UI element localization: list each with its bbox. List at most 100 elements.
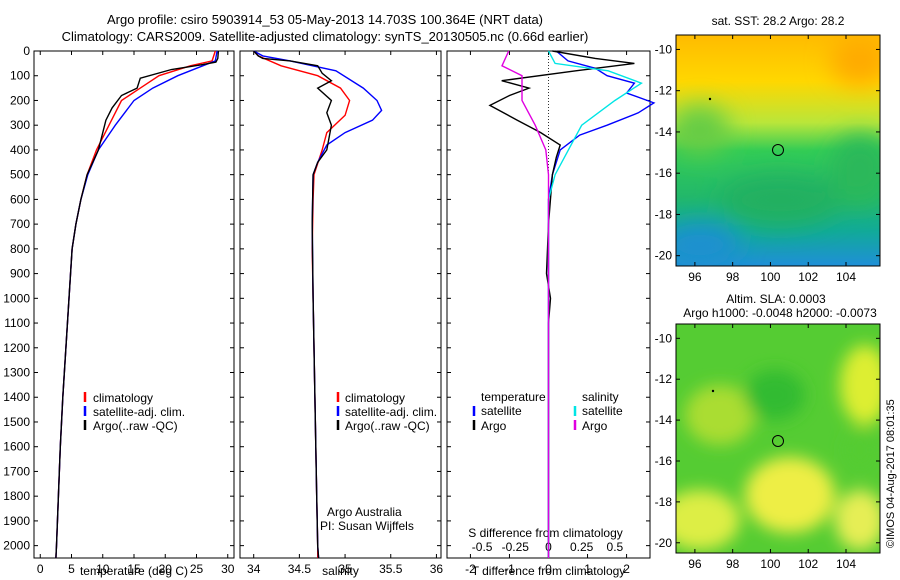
map-x-tick-label: 96 [688, 270, 702, 284]
y-tick-label: 0 [23, 44, 30, 58]
x-tick-label: 35 [338, 562, 352, 576]
series-line-satellite-adj--clim- [253, 50, 383, 559]
x-tick-label: 35.5 [379, 562, 403, 576]
x-tick-label: 34 [247, 562, 261, 576]
temperature-frame [33, 50, 235, 559]
sst-map-frame [675, 34, 881, 267]
map-y-tick-label: -14 [655, 413, 673, 427]
x-tick-label: 0 [37, 562, 44, 576]
imos-stamp: ©IMOS 04-Aug-2017 08:01:35 [885, 399, 897, 548]
profile-panel-salinity: 34 34.5 35 35.5 36 salinity climatologysatelli… [239, 50, 444, 578]
sla-map [676, 324, 880, 553]
y-tick-label: 800 [10, 242, 30, 256]
map-x-tick-label: 100 [760, 557, 780, 571]
y-tick-label: 400 [10, 143, 30, 157]
top-x-tick-label: -0.5 [472, 540, 493, 554]
series-line-climatology [253, 50, 351, 558]
salinity-frame [239, 50, 442, 559]
legend-label: Argo(..raw -QC) [93, 419, 178, 433]
map-x-tick-label: 100 [760, 270, 780, 284]
y-tick-label: 100 [10, 69, 30, 83]
series-line-s-argo [501, 50, 550, 558]
y-tick-label: 1900 [3, 514, 30, 528]
sla-argo-marker [772, 435, 784, 447]
map-y-tick-label: -14 [655, 125, 673, 139]
x-tick-label: 36 [430, 562, 444, 576]
sla-map-frame [675, 323, 881, 554]
x-tick-label: 0 [545, 562, 552, 576]
profile-panel-difference: -2 -1 0 1 2T difference from climatology -0.5… [446, 50, 656, 578]
map-x-tick-label: 98 [726, 270, 740, 284]
series-line-argo---raw--qc- [55, 50, 220, 559]
y-tick-label: 700 [10, 217, 30, 231]
y-tick-label: 1100 [4, 316, 30, 330]
x-tick-label: 34.5 [288, 562, 312, 576]
y-tick-label: 1500 [3, 415, 30, 429]
sla-map-axes: 96 98 100 102 104 -10 -12 -14 -16 -18 -20 [655, 324, 880, 571]
legend-heading: salinity [582, 390, 619, 404]
y-tick-label: 1300 [3, 366, 30, 380]
map-y-tick-label: -16 [655, 166, 673, 180]
map-x-tick-label: 104 [836, 557, 856, 571]
y-tick-label: 2000 [3, 539, 30, 553]
legend-label: satellite [582, 404, 623, 418]
header-line-1: Argo profile: csiro 5903914_53 05-May-20… [106, 12, 544, 27]
y-tick-label: 1000 [3, 291, 30, 305]
y-tick-label: 1600 [3, 440, 30, 454]
annotation-line: PI: Susan Wijffels [320, 519, 414, 533]
x-tick-label: 5 [68, 562, 75, 576]
map-y-tick-label: -20 [655, 536, 673, 550]
x-tick-label: 20 [159, 562, 173, 576]
sla-coast-dot [711, 389, 715, 393]
legend-label: Argo [582, 419, 608, 433]
y-tick-label: 1800 [3, 489, 30, 503]
map-y-tick-label: -18 [655, 207, 673, 221]
x-axis-label: salinity [322, 564, 359, 578]
y-tick-label: 1200 [3, 341, 30, 355]
series-line-s-satellite [547, 50, 643, 558]
sla-map-title-line-1: Altim. SLA: 0.0003 [726, 292, 826, 306]
map-y-tick-label: -10 [655, 42, 673, 56]
series-line-satellite-adj--clim- [55, 50, 218, 559]
x-axis-label: T difference from climatology [472, 564, 626, 578]
map-x-tick-label: 104 [836, 270, 856, 284]
sst-map-title: sat. SST: 28.2 Argo: 28.2 [711, 14, 845, 28]
series-line-climatology [55, 50, 216, 559]
map-x-tick-label: 102 [798, 557, 818, 571]
top-x-axis-label: S difference from climatology [468, 526, 623, 540]
annotation-line: Argo Australia [327, 505, 402, 519]
map-y-tick-label: -16 [655, 454, 673, 468]
x-tick-label: 30 [221, 562, 235, 576]
x-tick-label: 1 [584, 562, 591, 576]
map-y-tick-label: -10 [655, 331, 673, 345]
legend-label: satellite-adj. clim. [345, 405, 437, 419]
legend-label: satellite [481, 404, 522, 418]
x-tick-label: -1 [504, 562, 515, 576]
sst-coast-dot [708, 97, 712, 101]
y-tick-label: 900 [10, 267, 30, 281]
map-x-tick-label: 96 [688, 557, 702, 571]
map-x-tick-label: 98 [726, 557, 740, 571]
map-y-tick-label: -12 [655, 84, 673, 98]
x-tick-label: 15 [127, 562, 141, 576]
legend-label: satellite-adj. clim. [93, 405, 185, 419]
legend-label: Argo [481, 419, 507, 433]
y-tick-label: 1700 [3, 464, 30, 478]
sla-map-title-line-2: Argo h1000: -0.0048 h2000: -0.0073 [683, 306, 877, 320]
top-x-tick-label: 0.25 [570, 540, 594, 554]
y-tick-label: 300 [10, 118, 30, 132]
x-tick-label: 10 [96, 562, 110, 576]
map-y-tick-label: -20 [655, 249, 673, 263]
map-y-tick-label: -12 [655, 372, 673, 386]
series-line-t-argo [488, 50, 635, 558]
x-tick-label: 2 [623, 562, 630, 576]
legend-label: climatology [345, 391, 405, 405]
y-tick-label: 600 [10, 192, 30, 206]
top-x-tick-label: 0.5 [607, 540, 624, 554]
legend-label: Argo(..raw -QC) [345, 419, 430, 433]
y-tick-label: 200 [10, 93, 30, 107]
y-tick-label: 500 [10, 168, 30, 182]
sst-argo-marker [772, 144, 784, 156]
header-line-2: Climatology: CARS2009. Satellite-adjuste… [61, 29, 589, 44]
